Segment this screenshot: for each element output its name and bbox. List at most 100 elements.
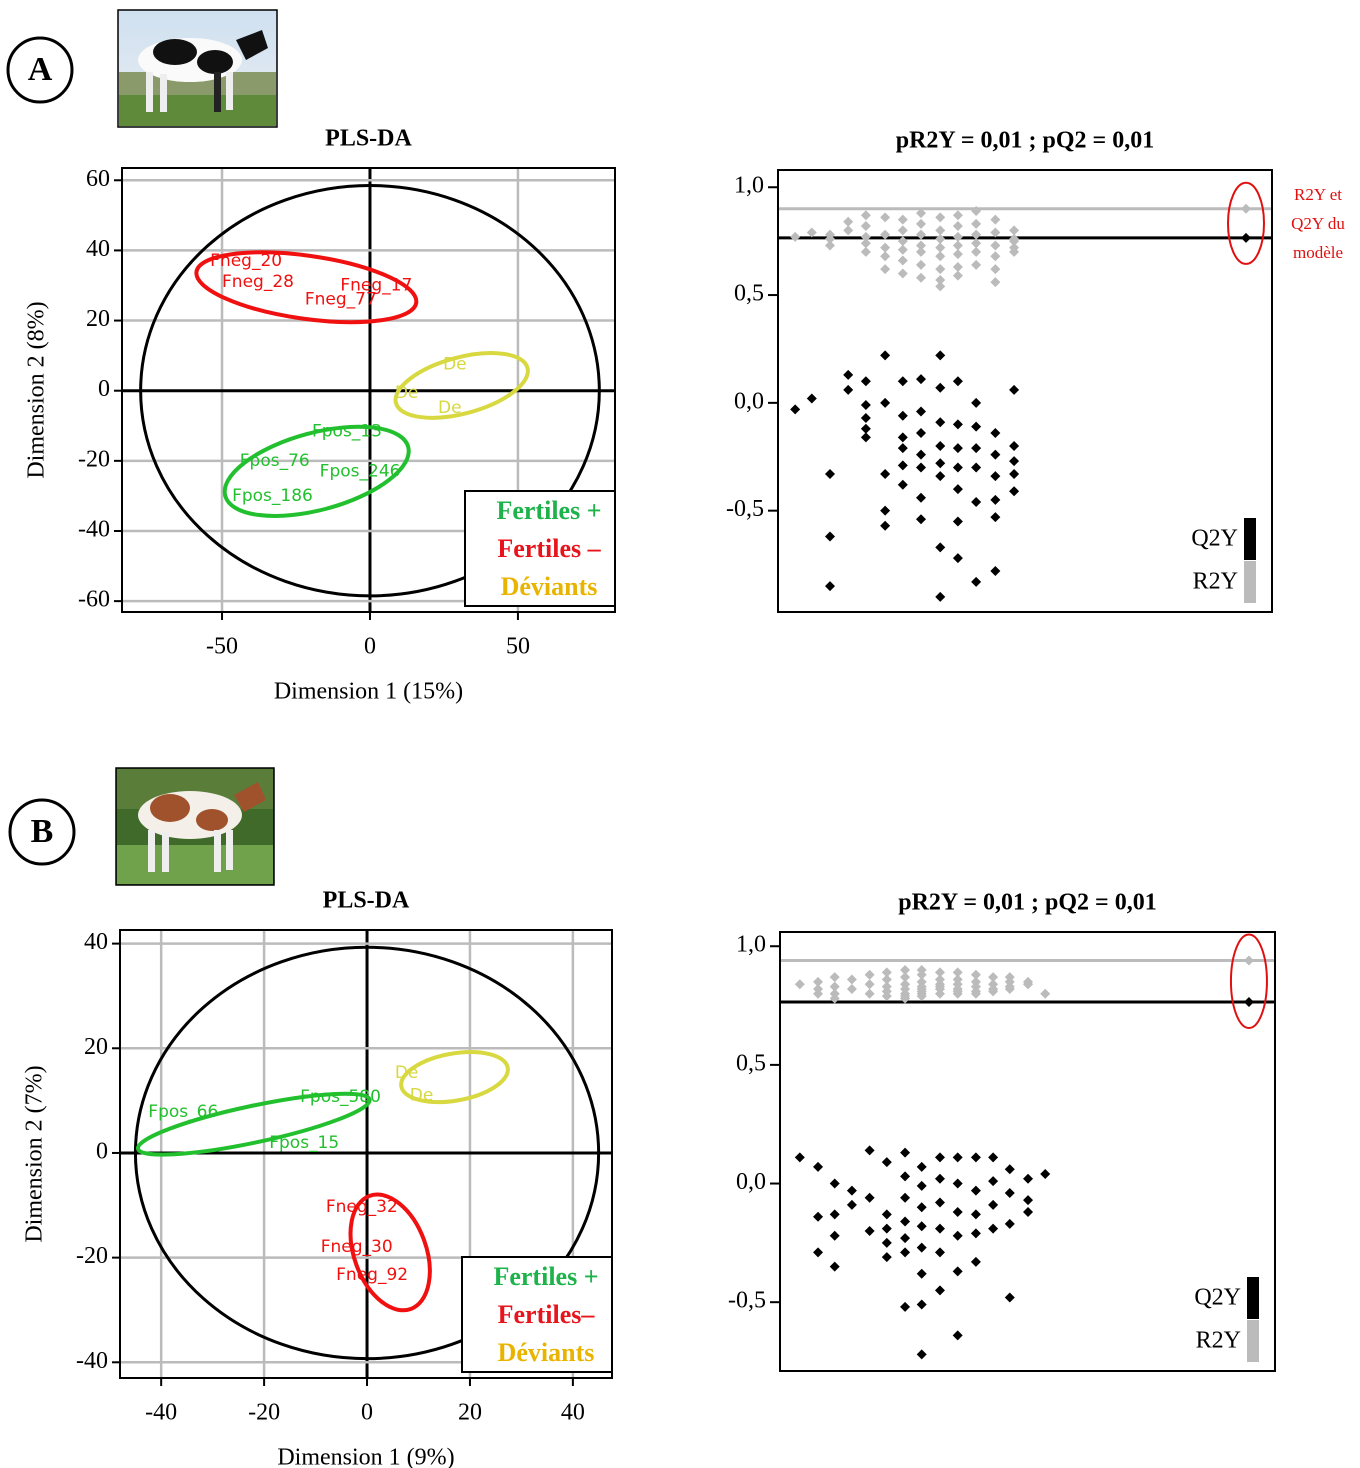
point (843, 225, 854, 236)
y-tick-label: -40 (76, 1348, 108, 1374)
legend-entry: Fertiles – (497, 534, 601, 563)
point (916, 229, 926, 240)
legend-entry: Q2Y (1191, 526, 1238, 552)
point (1009, 469, 1020, 480)
point (952, 1178, 963, 1189)
point (952, 240, 963, 251)
legend-entry: Déviants (501, 572, 598, 601)
point (934, 1223, 945, 1234)
point (935, 281, 946, 292)
panel-label: B (31, 813, 54, 850)
point (988, 1199, 999, 1210)
point (825, 581, 835, 592)
annotation: R2Y et (1294, 185, 1342, 204)
panel-badge (8, 798, 76, 866)
point (916, 1161, 927, 1172)
point (990, 214, 1001, 225)
sample-label: Fneg_20 (210, 251, 282, 271)
point (897, 225, 908, 236)
point (806, 227, 817, 238)
y-tick-label: 0,5 (734, 281, 764, 307)
point (794, 1152, 805, 1163)
y-tick-label: -40 (78, 516, 110, 542)
point (1023, 979, 1034, 990)
point (1040, 988, 1051, 999)
point (860, 423, 871, 434)
y-tick-label: 20 (84, 1034, 108, 1060)
point (860, 246, 871, 257)
sample-label: Fneg_92 (336, 1265, 408, 1285)
point (900, 1171, 911, 1182)
group-ellipse (194, 250, 419, 325)
point (970, 1209, 981, 1220)
y-tick-label: -60 (78, 587, 110, 613)
point (935, 591, 946, 602)
sample-label: Fpos_15 (269, 1133, 339, 1153)
y-tick-label: 40 (86, 236, 110, 262)
y-tick-label: 0 (98, 376, 110, 402)
point (935, 242, 946, 253)
legend-entry: Fertiles + (493, 1262, 598, 1291)
sample-label: Fneg_17 (340, 275, 412, 295)
point (916, 514, 926, 525)
point (952, 443, 963, 454)
point (934, 1173, 945, 1184)
point (916, 246, 926, 257)
point (916, 991, 927, 1002)
sample-label: De (438, 398, 462, 418)
x-axis-label: Dimension 1 (9%) (277, 1445, 454, 1468)
photo (117, 9, 278, 128)
point (897, 376, 908, 387)
y-tick-label: -20 (78, 446, 110, 472)
correlation-circle (133, 945, 601, 1361)
point (860, 231, 871, 242)
point (860, 221, 871, 232)
point (1241, 203, 1251, 214)
point (860, 412, 871, 423)
point (825, 229, 835, 240)
point (916, 492, 926, 503)
point (952, 231, 963, 242)
point (897, 460, 908, 471)
point (916, 1349, 927, 1360)
point (935, 440, 946, 451)
point (881, 974, 892, 985)
point (934, 1247, 945, 1258)
x-tick-label: -40 (145, 1400, 177, 1426)
x-tick-label: -20 (248, 1400, 280, 1426)
point (881, 1252, 892, 1263)
y-tick-label: 1,0 (734, 173, 764, 199)
point (900, 1192, 911, 1203)
point (829, 972, 840, 983)
point (990, 240, 1001, 251)
point (1009, 384, 1020, 395)
point (971, 229, 982, 240)
point (881, 1223, 892, 1234)
point (971, 576, 982, 587)
point (860, 432, 871, 443)
point (860, 376, 871, 387)
point (846, 983, 857, 994)
point (813, 1161, 824, 1172)
point (952, 1207, 963, 1218)
point (935, 212, 946, 223)
panel-label: A (28, 51, 53, 88)
chart-title: PLS-DA (325, 126, 412, 152)
point (990, 512, 1001, 523)
point (934, 981, 945, 992)
point (900, 1216, 911, 1227)
point (971, 421, 982, 432)
sample-label: De (395, 1063, 419, 1083)
point (952, 1152, 963, 1163)
point (843, 369, 854, 380)
annotation: modèle (1293, 243, 1343, 262)
sample-label: Fpos_13 (312, 422, 382, 442)
x-tick-label: 50 (506, 634, 530, 660)
point (897, 255, 908, 266)
point (916, 462, 926, 473)
y-tick-label: 60 (86, 166, 110, 192)
point (935, 233, 946, 244)
point (952, 210, 963, 221)
point (813, 1211, 824, 1222)
